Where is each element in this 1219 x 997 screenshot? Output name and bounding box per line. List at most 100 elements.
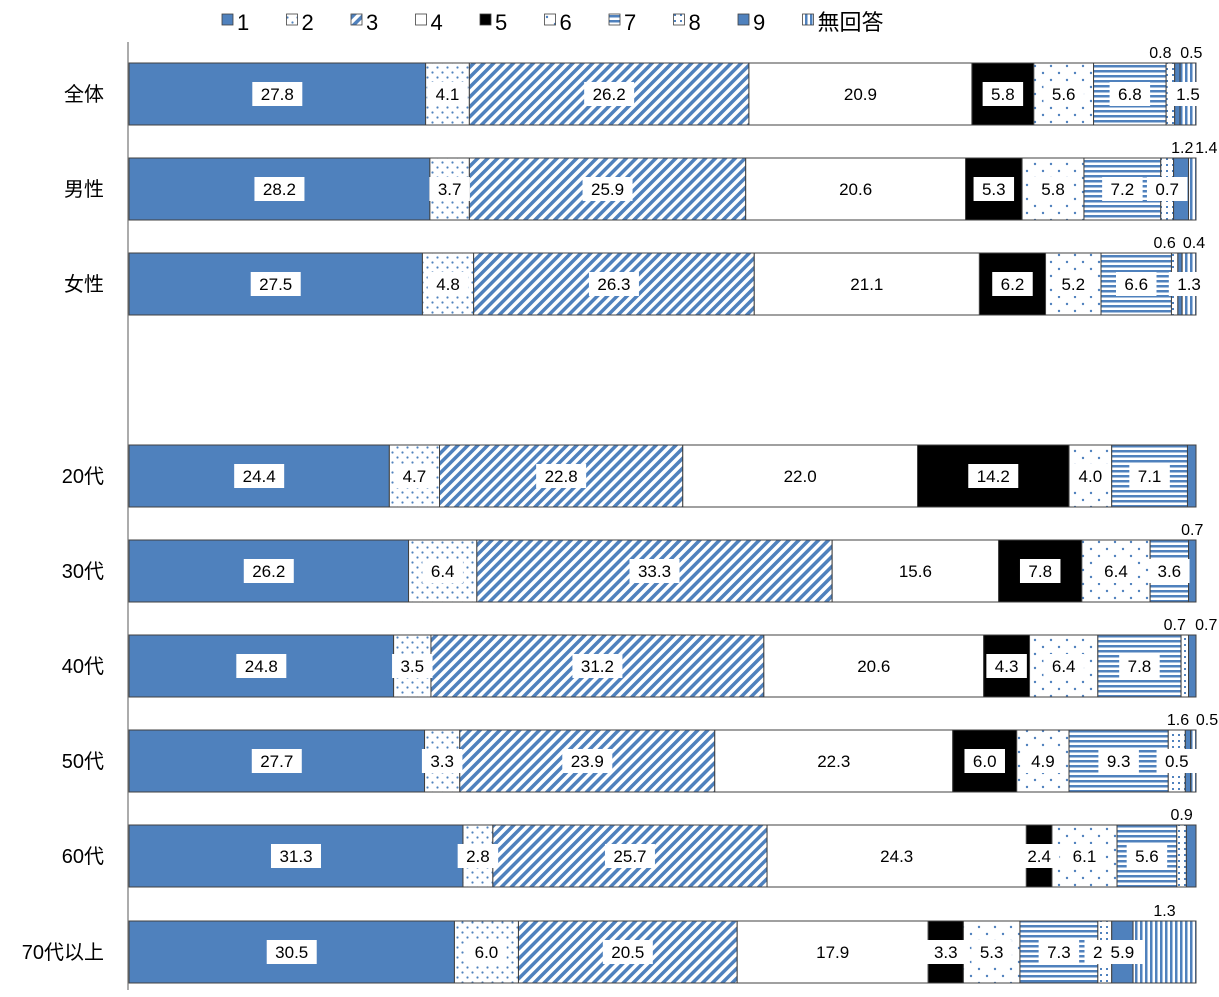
data-label-box	[394, 464, 435, 488]
bar-segment-10	[1188, 157, 1197, 221]
data-label-box	[971, 940, 1012, 964]
data-label: 2.4	[1027, 847, 1051, 866]
data-label: 6.0	[475, 943, 499, 962]
data-label-box	[925, 940, 967, 964]
data-label: 21.1	[850, 275, 883, 294]
data-label: 27.8	[261, 85, 294, 104]
data-label-box	[421, 749, 463, 773]
data-label: 6.2	[1001, 275, 1025, 294]
data-label-box	[429, 177, 470, 201]
data-label-box	[1095, 559, 1137, 583]
bar-segment-9	[1188, 634, 1197, 698]
data-label-box	[254, 177, 305, 201]
data-label-above: 1.4	[1195, 140, 1217, 157]
data-label-box	[1167, 82, 1209, 106]
data-label-above: 1.6	[1167, 712, 1189, 729]
bar-segment-10	[1132, 920, 1197, 984]
bar-segment-9	[1186, 444, 1197, 508]
data-label-box	[572, 654, 623, 678]
bar-segment-9	[1188, 539, 1197, 603]
data-label-box	[973, 177, 1015, 201]
data-label: 33.3	[638, 562, 671, 581]
data-label-box	[1043, 654, 1084, 678]
data-label: 5.6	[1135, 847, 1159, 866]
data-label-box	[1043, 82, 1084, 106]
data-label: 7.1	[1138, 467, 1162, 486]
data-label-box	[871, 844, 922, 868]
legend-swatch-1	[221, 13, 234, 26]
data-label: 2.8	[466, 847, 490, 866]
data-label: 23.9	[571, 752, 604, 771]
data-label-box	[270, 844, 321, 868]
data-label-box	[457, 844, 499, 868]
data-label-box	[1149, 559, 1190, 583]
legend-swatch-7	[608, 13, 621, 26]
bar-segment-5	[917, 444, 1070, 508]
data-label-box	[808, 749, 859, 773]
data-label: 4.0	[1079, 467, 1103, 486]
data-label-box	[890, 559, 941, 583]
category-label: 男性	[64, 178, 104, 201]
data-label-box	[252, 82, 303, 106]
data-label: 25.7	[613, 847, 646, 866]
data-label: 22.0	[784, 467, 817, 486]
data-label-box	[848, 654, 899, 678]
data-label-above: 0.7	[1195, 617, 1217, 634]
data-label: 4.8	[436, 275, 460, 294]
data-label-box	[992, 272, 1033, 296]
data-label-box	[427, 82, 468, 106]
data-label-box	[584, 82, 635, 106]
data-label-box	[236, 654, 287, 678]
data-label-box	[1102, 177, 1143, 201]
data-label: 5.8	[1041, 180, 1065, 199]
data-label-above: 0.8	[1149, 45, 1171, 62]
legend-swatch-4	[415, 13, 427, 26]
data-label-box	[588, 272, 639, 296]
data-label: 5.8	[991, 85, 1015, 104]
data-label: 6.4	[431, 562, 455, 581]
data-label-box	[536, 464, 587, 488]
data-label: 0.5	[1165, 752, 1189, 771]
legend-swatch-10	[802, 13, 814, 26]
bar-segment-1	[128, 824, 464, 888]
legend-swatch-5	[479, 13, 492, 26]
data-label-box	[775, 464, 826, 488]
data-label-box	[266, 940, 317, 964]
data-label-box	[602, 940, 653, 964]
data-label-box	[1129, 464, 1170, 488]
data-label-box	[243, 559, 294, 583]
data-label: 20.6	[857, 657, 890, 676]
bar-segment-8	[1176, 824, 1187, 888]
data-label-box	[582, 177, 633, 201]
data-label-above: 1.3	[1153, 903, 1175, 920]
data-label: 7.3	[1047, 943, 1071, 962]
legend-swatch-9	[737, 13, 750, 26]
data-label: 0.7	[1155, 180, 1179, 199]
data-label-above: 0.5	[1196, 712, 1218, 729]
data-label: 9.3	[1107, 752, 1131, 771]
legend-label-4: 4	[431, 10, 443, 35]
data-label-box	[807, 940, 858, 964]
legend-swatch-3	[350, 13, 363, 26]
category-label: 30代	[62, 560, 104, 583]
legend-label-2: 2	[302, 10, 314, 35]
data-label: 24.8	[245, 657, 278, 676]
data-label: 26.2	[593, 85, 626, 104]
data-label: 25.9	[591, 180, 624, 199]
data-label: 17.9	[816, 943, 849, 962]
category-label: 40代	[62, 655, 104, 678]
data-label: 20.6	[839, 180, 872, 199]
data-label-box	[1168, 272, 1210, 296]
data-label-box	[1115, 272, 1157, 296]
data-label-box	[1022, 749, 1064, 773]
legend-swatch-2	[286, 13, 298, 26]
data-label: 3.7	[438, 180, 462, 199]
data-label: 5.3	[980, 943, 1004, 962]
data-label: 5.9	[1111, 943, 1135, 962]
data-label: 4.1	[436, 85, 460, 104]
data-label: 27.7	[260, 752, 293, 771]
category-label: 20代	[62, 465, 104, 488]
data-label-box	[251, 749, 302, 773]
